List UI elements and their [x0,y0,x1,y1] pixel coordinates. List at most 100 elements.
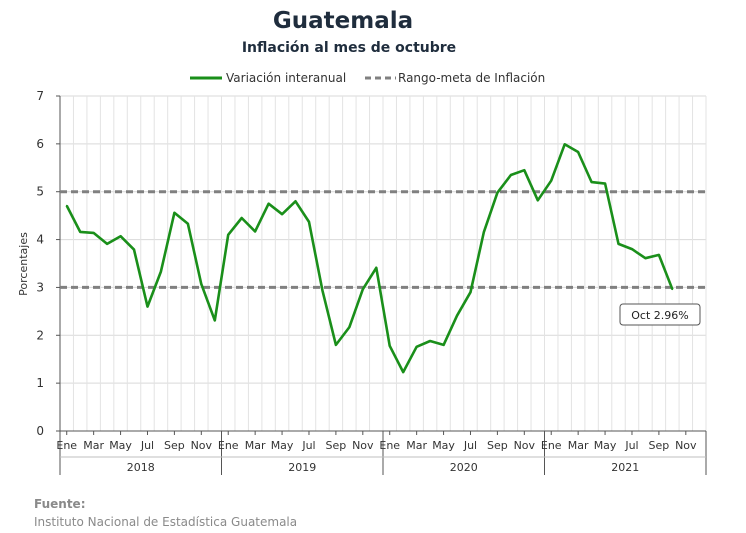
source-text: Instituto Nacional de Estadística Guatem… [34,515,298,529]
data-point [133,248,135,251]
target-range-lines [60,190,706,289]
chart-subtitle: Inflación al mes de octubre [242,40,456,56]
x-tick-label: Sep [326,439,347,452]
x-tick-label: May [109,439,132,452]
data-point [658,254,660,256]
data-point [644,257,647,260]
legend: Variación interanual Rango-meta de Infla… [190,71,545,85]
data-point [79,231,81,233]
data-point [510,174,512,176]
data-point [483,231,485,233]
data-point [160,270,162,273]
data-point [254,230,256,233]
x-tick-label: Sep [649,439,670,452]
data-point [106,243,108,245]
data-point [335,344,337,346]
callout-text: Oct 2.96% [631,309,688,322]
x-tick-label: May [271,439,294,452]
data-point [536,199,539,202]
year-label: 2020 [450,461,478,474]
x-tick-label: Mar [568,439,589,452]
data-point [388,345,391,347]
y-tick-label: 6 [36,137,44,151]
data-point [429,340,431,342]
data-point [173,211,176,214]
x-tick-label: Sep [164,439,185,452]
data-point [402,371,404,373]
x-tick-label: Ene [56,439,77,452]
data-point [240,217,243,219]
data-point [119,235,122,238]
data-point [92,232,95,234]
data-point [362,288,364,291]
x-tick-label: May [432,439,455,452]
callout-box [619,303,701,326]
x-tick-label: Jul [140,439,154,452]
legend-label-series: Variación interanual [226,71,346,85]
x-tick-label: Nov [352,439,374,452]
y-tick-label: 4 [36,233,44,247]
data-point [348,326,351,328]
data-point [442,344,445,346]
y-tick-label: 5 [36,185,44,199]
data-point [415,345,418,348]
grid [59,95,707,432]
data-point [146,305,149,308]
data-point [590,181,593,183]
data-point [456,314,458,317]
annotation-callout: Oct 2.96% [619,303,701,326]
year-label: 2019 [288,461,316,474]
x-axis: Ene Mar May Jul Sep Nov 2018 Ene Mar May Jul Sep Nov… [56,430,707,475]
legend-label-target: Rango-meta de Inflación [398,71,545,85]
data-point [65,204,68,207]
data-point [631,248,633,250]
y-tick-label: 0 [36,424,44,438]
data-point [617,243,620,245]
data-point [294,200,297,203]
year-label: 2018 [127,461,155,474]
x-tick-label: Mar [245,439,266,452]
y-axis: 0 1 2 3 4 5 6 7 [36,89,61,438]
source-label: Fuente: [34,497,86,511]
data-point [375,267,378,269]
x-tick-label: Nov [675,439,697,452]
data-point [469,291,472,294]
x-tick-label: Mar [83,439,104,452]
x-tick-label: Ene [541,439,562,452]
year-label: 2021 [611,461,639,474]
data-point [577,151,579,153]
series-line [65,143,674,374]
data-point [496,191,499,194]
x-tick-label: Nov [191,439,213,452]
x-tick-label: Ene [379,439,400,452]
chart-title: Guatemala [273,8,413,34]
y-tick-label: 3 [36,280,44,294]
y-tick-label: 7 [36,89,44,103]
data-point [671,288,674,291]
x-tick-label: Jul [301,439,315,452]
x-tick-label: Jul [624,439,638,452]
data-point [267,202,270,205]
x-tick-label: Sep [487,439,508,452]
x-tick-label: Ene [218,439,239,452]
y-axis-label: Porcentajes [17,232,30,296]
data-point [321,289,324,292]
x-tick-label: Jul [463,439,477,452]
data-point [308,221,310,223]
x-tick-label: Mar [406,439,427,452]
x-tick-label: May [594,439,617,452]
y-tick-label: 2 [36,328,44,342]
data-point [200,283,203,285]
data-point [563,143,566,146]
data-point [187,222,189,225]
data-point [227,233,230,236]
data-point [281,213,283,216]
series-variacion-interanual [65,143,674,374]
data-point [604,182,606,185]
x-tick-label: Nov [514,439,536,452]
data-point [550,179,553,182]
data-point [213,319,216,322]
data-point [523,169,526,171]
y-tick-label: 1 [36,376,44,390]
